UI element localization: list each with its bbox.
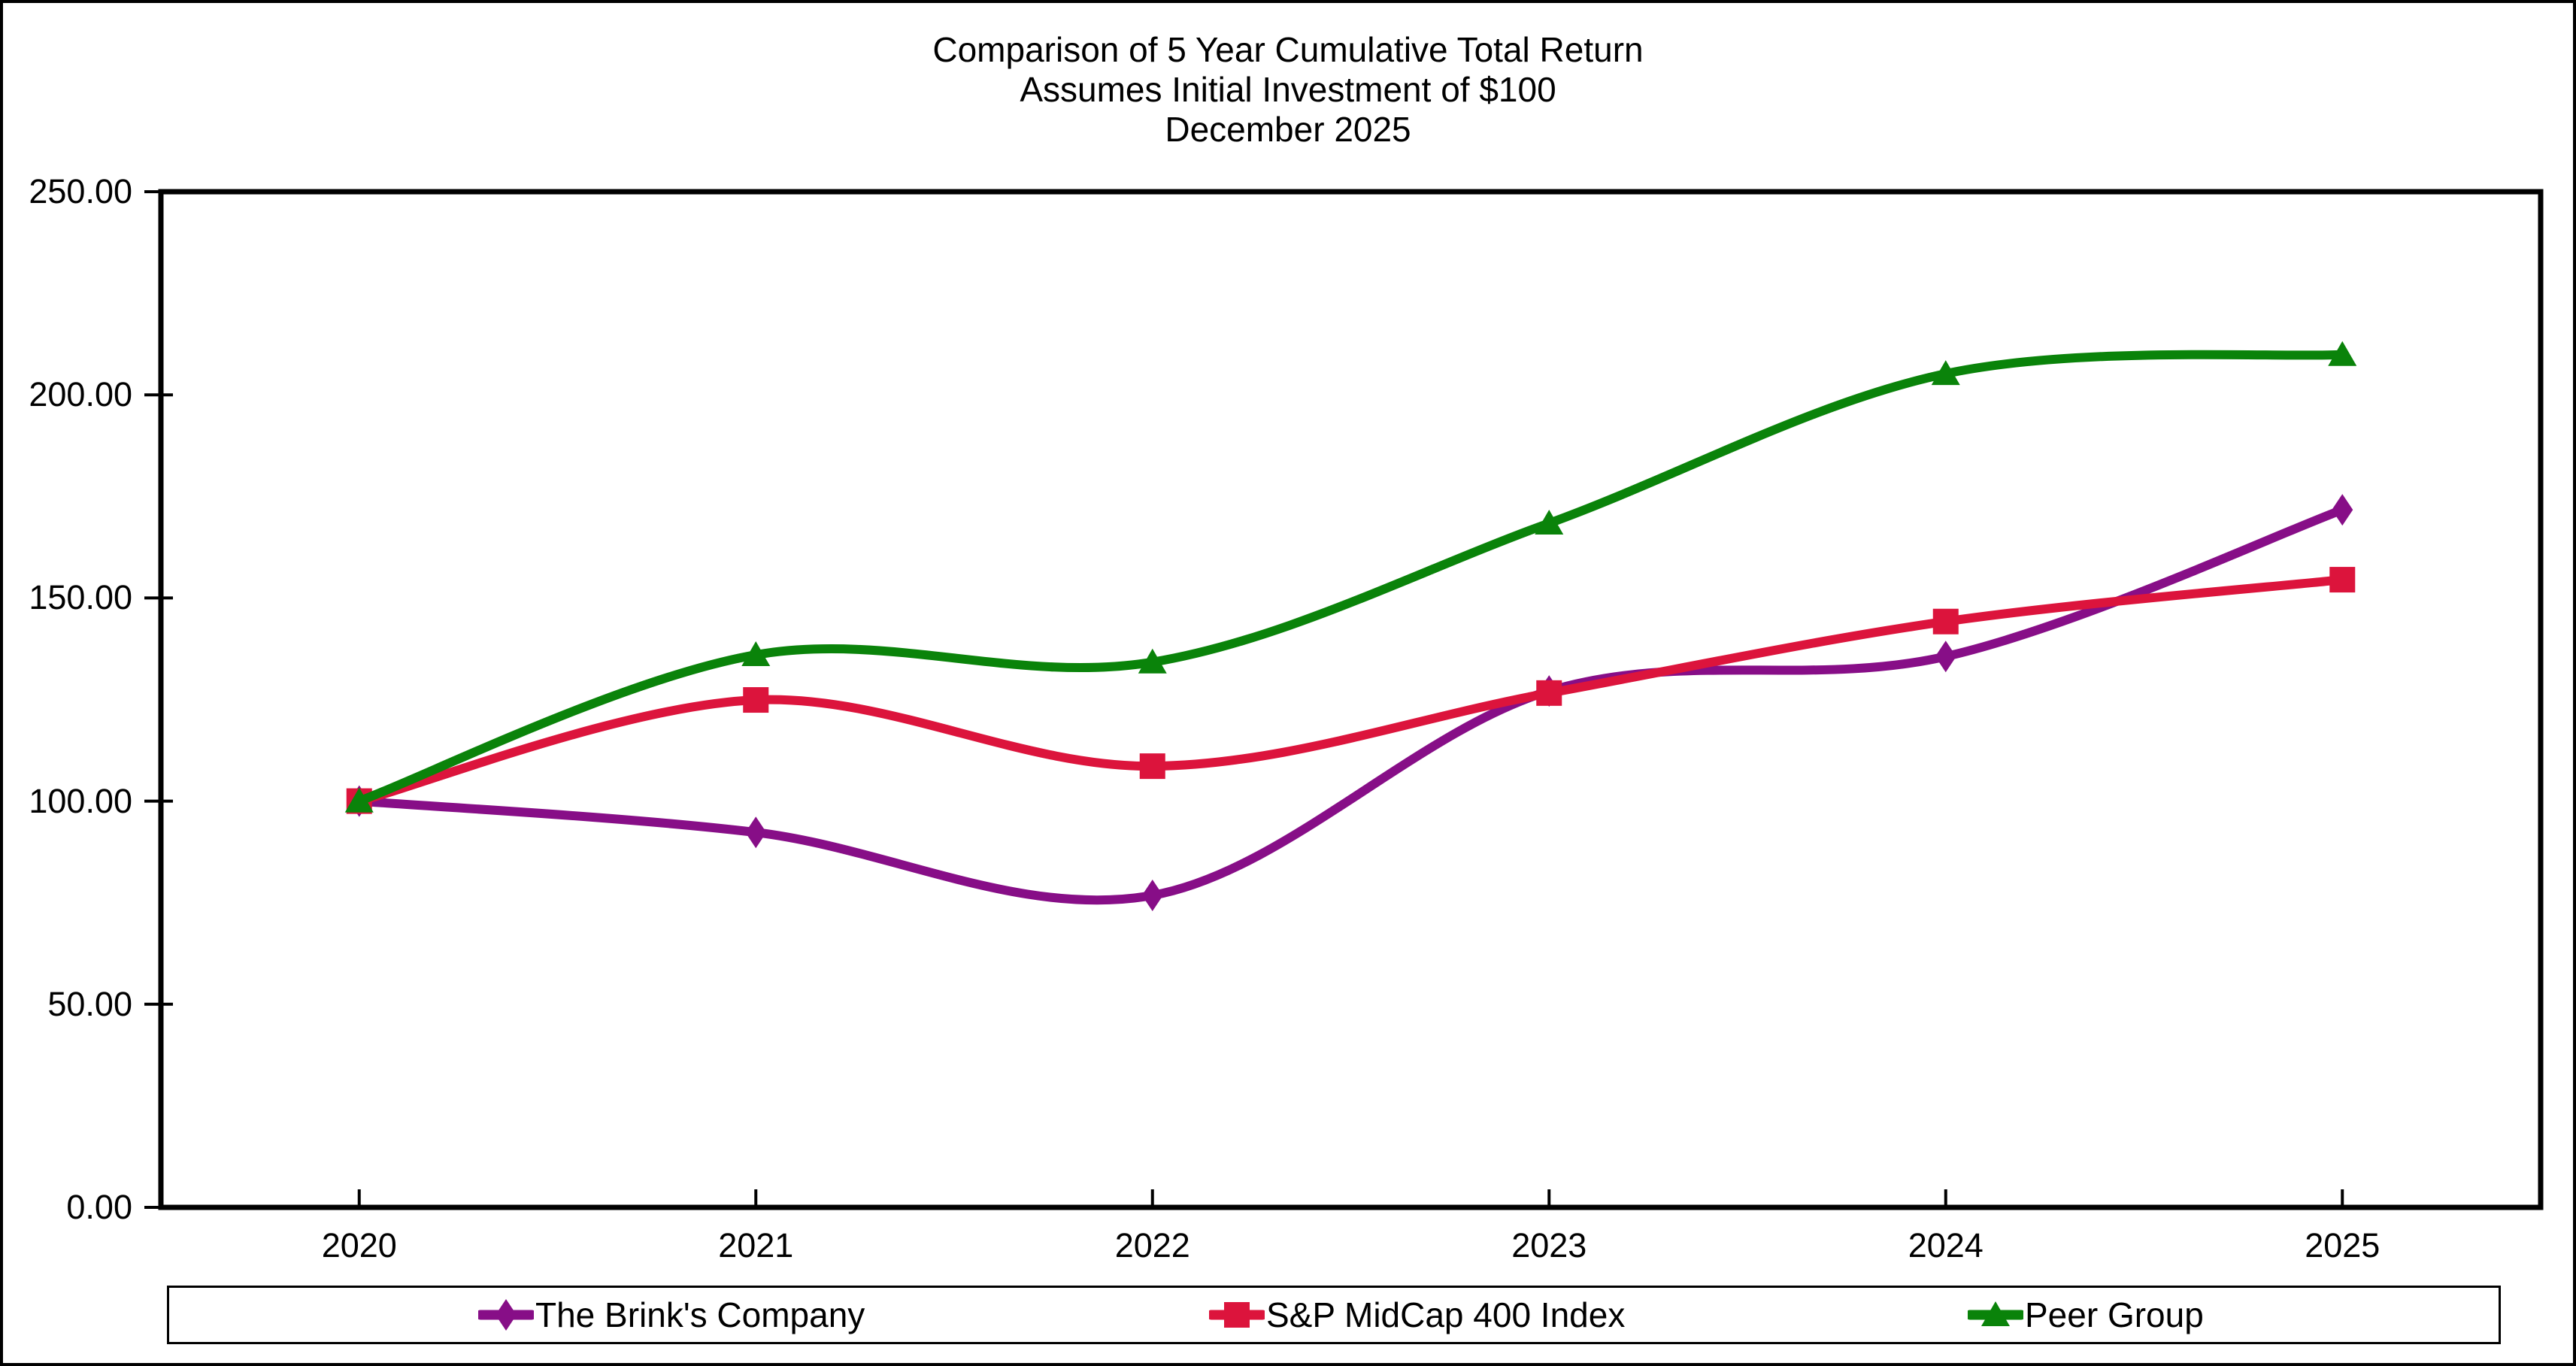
series-line-peer-group (354, 350, 2347, 806)
y-axis-labels: 0.00 50.00 100.00 150.00 200.00 250.00 (3, 3, 132, 1363)
legend-item-peer-group: Peer Group (1968, 1288, 2204, 1342)
x-tick-label-2022: 2022 (1114, 1226, 1190, 1265)
series-line-the-brink-s-company (354, 505, 2347, 905)
data-point-marker (1981, 1301, 2010, 1326)
data-point-marker (1138, 648, 1167, 674)
legend: The Brink's Company S&P MidCap 400 Index P… (167, 1286, 2501, 1344)
legend-marker-diamond-icon (478, 1299, 534, 1331)
legend-marker-triangle-icon (1968, 1301, 2023, 1326)
data-point-marker (1535, 509, 1564, 535)
legend-label: The Brink's Company (535, 1295, 865, 1334)
data-point-marker (1139, 753, 1165, 780)
legend-label: Peer Group (2025, 1295, 2204, 1334)
series-line-s-p-midcap-400-index (354, 575, 2347, 806)
data-point-marker (1536, 680, 1562, 706)
legend-item-s-p-midcap-400-index: S&P MidCap 400 Index (1209, 1288, 1625, 1342)
data-point-marker (2332, 494, 2353, 526)
x-tick-label-2021: 2021 (718, 1226, 794, 1265)
legend-marker-square-icon (1209, 1302, 1265, 1328)
y-tick-label: 150.00 (29, 578, 132, 617)
x-tick-label-2020: 2020 (321, 1226, 397, 1265)
data-point-marker (745, 816, 767, 849)
data-point-marker (741, 641, 771, 667)
y-tick-label: 50.00 (47, 984, 132, 1023)
data-point-marker (1224, 1302, 1250, 1328)
data-point-marker (1932, 608, 1959, 635)
y-tick-label: 0.00 (66, 1188, 132, 1226)
y-tick-label: 100.00 (29, 781, 132, 820)
chart-title-line2: Assumes Initial Investment of $100 (1020, 70, 1556, 109)
x-axis-labels: 2020 2021 2022 2023 2024 2025 (3, 3, 2573, 1363)
y-tick-label: 250.00 (29, 172, 132, 211)
legend-label: S&P MidCap 400 Index (1266, 1295, 1626, 1334)
plot-area (144, 189, 2544, 1210)
chart-title-line1: Comparison of 5 Year Cumulative Total Re… (932, 30, 1644, 69)
data-point-marker (743, 687, 769, 713)
y-tick-label: 200.00 (29, 375, 132, 414)
data-point-marker (344, 787, 374, 813)
data-point-marker (1931, 360, 1960, 386)
data-point-marker (496, 1299, 517, 1331)
data-point-marker (2329, 567, 2356, 593)
chart-title: Comparison of 5 Year Cumulative Total Re… (3, 30, 2573, 150)
x-tick-label-2025: 2025 (2305, 1226, 2381, 1265)
legend-item-the-brink-s-company: The Brink's Company (478, 1288, 865, 1342)
data-point-marker (1935, 641, 1956, 673)
chart-title-line3: December 2025 (1165, 110, 1411, 149)
data-point-marker (2328, 341, 2357, 366)
data-point-marker (1141, 879, 1163, 911)
x-tick-label-2023: 2023 (1511, 1226, 1587, 1265)
plot-frame (158, 189, 2544, 1210)
x-tick-label-2024: 2024 (1908, 1226, 1984, 1265)
